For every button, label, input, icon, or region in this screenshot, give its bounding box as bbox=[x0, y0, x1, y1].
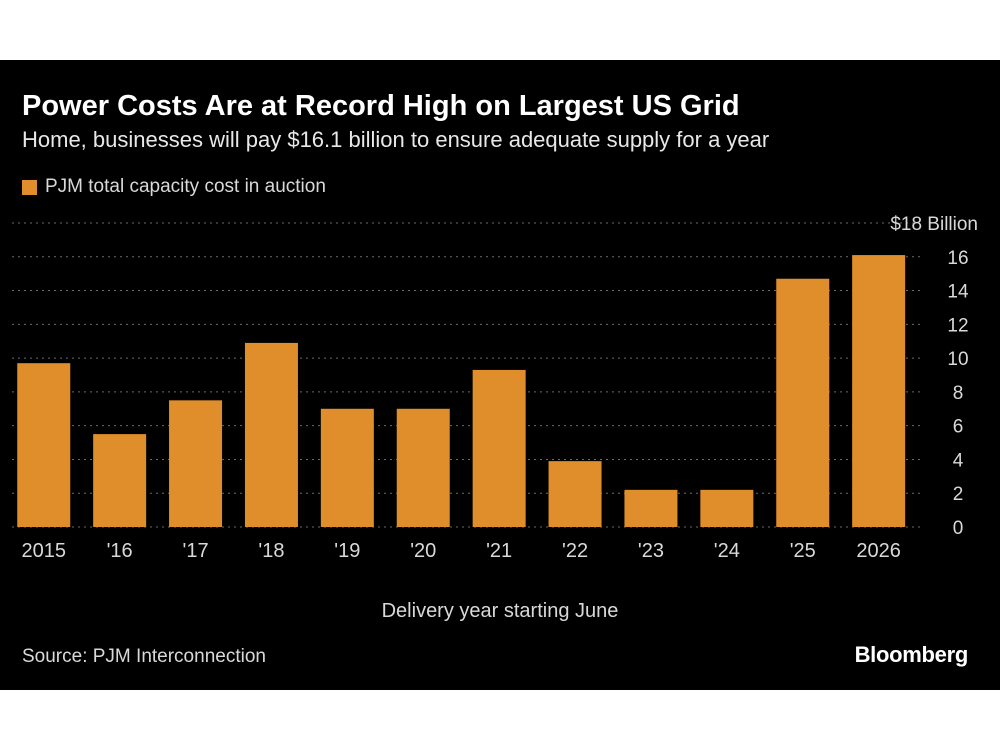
bar bbox=[472, 369, 526, 527]
legend-label: PJM total capacity cost in auction bbox=[45, 176, 326, 197]
y-tick-label: 16 bbox=[947, 248, 968, 269]
x-category-label: '19 bbox=[334, 540, 360, 562]
y-tick-label: 10 bbox=[947, 349, 968, 370]
bar bbox=[624, 489, 678, 527]
bar bbox=[396, 408, 450, 527]
bar bbox=[548, 461, 602, 527]
bar bbox=[169, 400, 223, 527]
y-tick-label: 14 bbox=[947, 282, 969, 303]
bar bbox=[320, 408, 374, 527]
chart-subtitle: Home, businesses will pay $16.1 billion … bbox=[22, 127, 770, 152]
source-note: Source: PJM Interconnection bbox=[22, 646, 266, 667]
x-category-label: '20 bbox=[410, 540, 436, 562]
bar bbox=[776, 278, 830, 527]
y-top-label: $18 Billion bbox=[890, 214, 978, 235]
y-tick-label: 0 bbox=[953, 518, 964, 539]
bar bbox=[852, 255, 906, 528]
x-category-label: '18 bbox=[258, 540, 284, 562]
x-category-label: 2026 bbox=[856, 540, 901, 562]
bar bbox=[244, 342, 298, 527]
legend: PJM total capacity cost in auction bbox=[22, 176, 326, 198]
x-category-label: '22 bbox=[562, 540, 588, 562]
legend-swatch bbox=[22, 179, 37, 195]
x-category-label: '16 bbox=[107, 540, 133, 562]
bar-layer bbox=[17, 255, 906, 528]
y-tick-label: 12 bbox=[947, 315, 968, 336]
bloomberg-logo: Bloomberg bbox=[854, 642, 969, 667]
y-axis-ticks: 0 2 4 6 8 10 12 14 16 $18 Billion bbox=[890, 214, 978, 539]
x-category-label: '24 bbox=[714, 540, 740, 562]
x-category-label: '21 bbox=[486, 540, 512, 562]
x-category-label: '25 bbox=[790, 540, 816, 562]
bar bbox=[700, 489, 754, 527]
y-tick-label: 6 bbox=[953, 417, 964, 438]
x-axis-categories: 2015 '16 '17 '18 '19 '20 '21 '22 '23 '24 '25 2026 bbox=[22, 540, 901, 562]
x-category-label: '23 bbox=[638, 540, 664, 562]
y-tick-label: 2 bbox=[953, 484, 964, 505]
bar bbox=[93, 434, 147, 527]
y-tick-label: 8 bbox=[953, 383, 964, 404]
x-category-label: 2015 bbox=[22, 540, 67, 562]
chart-panel: 0 2 4 6 8 10 12 14 16 $18 Billion 2015 '16 '17 '18 '1… bbox=[0, 60, 1000, 690]
bar-chart: 0 2 4 6 8 10 12 14 16 $18 Billion 2015 '16 '17 '18 '1… bbox=[12, 214, 978, 562]
grid-layer bbox=[12, 222, 920, 528]
bar bbox=[17, 363, 71, 527]
x-axis-title: Delivery year starting June bbox=[381, 600, 619, 622]
x-category-label: '17 bbox=[183, 540, 209, 562]
y-tick-label: 4 bbox=[953, 450, 964, 471]
chart-title: Power Costs Are at Record High on Larges… bbox=[22, 90, 740, 122]
